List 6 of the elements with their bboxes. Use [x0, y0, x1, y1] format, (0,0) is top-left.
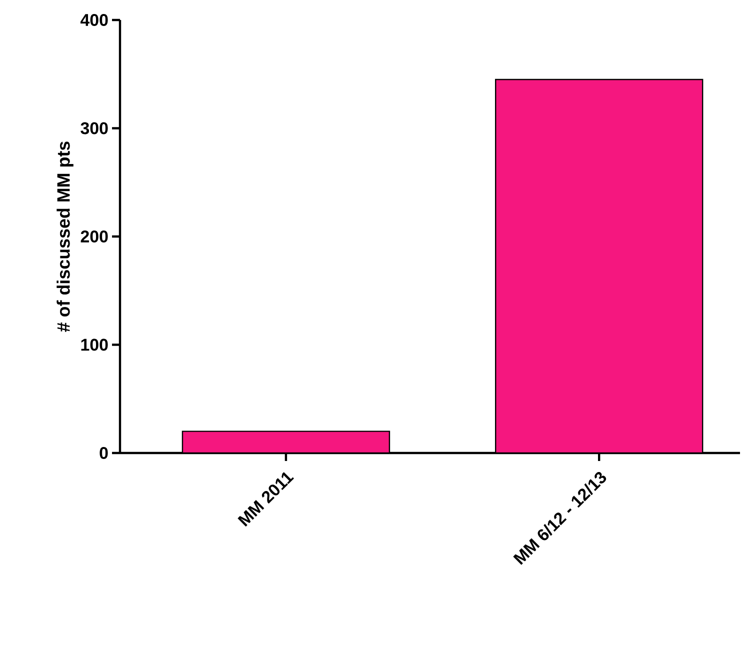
y-tick-label: 300: [80, 122, 108, 134]
y-tick-label: 400: [80, 14, 108, 26]
y-tick-label: 200: [80, 230, 108, 242]
y-axis-title: # of discussed MM pts: [56, 142, 74, 332]
y-tick-label: 0: [100, 446, 108, 459]
y-tick-label: 100: [81, 338, 108, 351]
